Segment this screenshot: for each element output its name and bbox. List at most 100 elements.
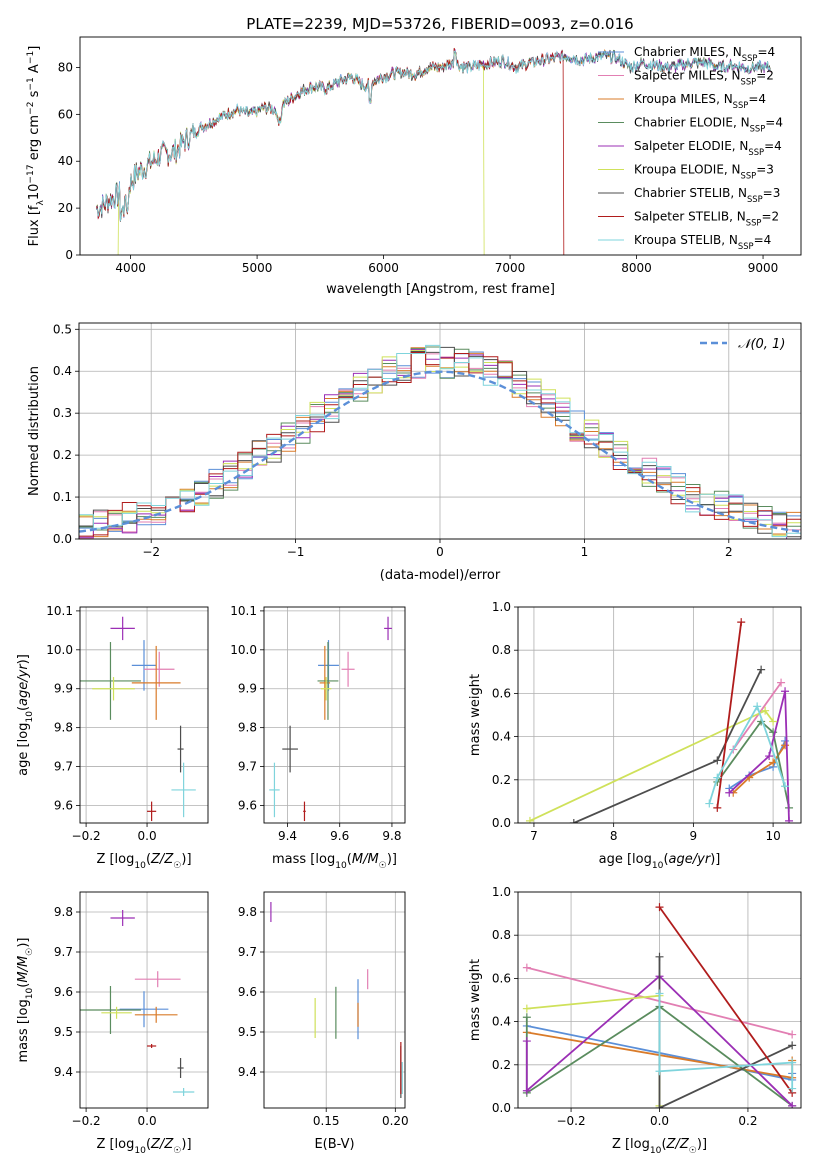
weight-marker (525, 816, 534, 823)
weight-marker (788, 1030, 797, 1039)
axes-frame (263, 606, 406, 824)
y-tick-label: 9.5 (238, 1025, 257, 1039)
weight-marker (769, 758, 778, 767)
weight-marker (781, 687, 790, 696)
y-tick-label: 0.4 (492, 730, 511, 744)
x-tick-label: 0.0 (138, 1114, 157, 1128)
errorbar-point-3 (80, 642, 141, 720)
weight-series-8 (655, 989, 797, 1093)
x-tick-label: 7 (530, 829, 538, 843)
x-axis-label: Z [log10(Z/Z☉)] (612, 1137, 707, 1156)
y-tick-label: 0 (65, 248, 73, 262)
x-tick-label: 0.20 (382, 1114, 409, 1128)
errorbar-point-7 (147, 801, 157, 822)
y-tick-label: 9.6 (54, 985, 73, 999)
weight-series-5 (525, 706, 778, 823)
axes-frame (79, 36, 802, 256)
y-tick-label: 9.4 (54, 1065, 73, 1079)
y-tick-label: 9.7 (54, 945, 73, 959)
y-tick-label: 1.0 (492, 885, 511, 899)
y-tick-label: 9.6 (238, 985, 257, 999)
panel-spectrum: 4000 5000 6000 7000 8000 9000 0 20 40 60 80 wavelen… (26, 36, 802, 297)
weight-lines (522, 903, 797, 1108)
y-tick-label: 0.4 (53, 364, 72, 378)
y-tick-label: 0.6 (492, 686, 511, 700)
legend-entry: Salpeter MILES, NSSP=2 (634, 69, 774, 87)
y-tick-label: 20 (58, 201, 73, 215)
x-tick-label: 8000 (621, 261, 652, 275)
errorbar-point-8 (172, 1088, 195, 1096)
weight-marker (788, 1084, 797, 1093)
y-tick-label: 10.0 (230, 643, 257, 657)
errorbar-point-4 (384, 616, 392, 641)
x-tick-label: −0.2 (556, 1114, 585, 1128)
y-tick-label: 0.1 (53, 490, 72, 504)
x-tick-label: 9.4 (278, 829, 297, 843)
errorbar-point-7 (303, 801, 306, 822)
y-tick-label: 9.7 (54, 760, 73, 774)
weight-marker (655, 952, 664, 961)
weight-marker (522, 1037, 531, 1046)
axes-frame (263, 891, 406, 1109)
errorbar-point-8 (269, 762, 280, 818)
errorbar-point-3 (80, 986, 141, 1034)
x-axis-label: age [log10(age/yr)] (599, 852, 721, 871)
weight-marker (655, 989, 664, 998)
x-tick-label: 9.6 (330, 829, 349, 843)
errorbars (270, 902, 403, 1098)
y-tick-label: 0.0 (492, 816, 511, 830)
weight-marker (785, 816, 794, 823)
x-axis-label: mass [log10(M/M☉)] (272, 852, 397, 871)
panel-mass-vs-ebv: 0.15 0.20 9.4 9.5 9.6 9.7 9.8 E(B-V) (238, 891, 409, 1152)
legend-entry: Kroupa ELODIE, NSSP=3 (634, 163, 774, 181)
x-tick-label: 9.8 (382, 829, 401, 843)
x-axis-label: E(B-V) (314, 1137, 354, 1152)
errorbar-point-1 (341, 651, 355, 687)
weight-marker (705, 799, 714, 808)
x-axis-label: (data-model)/error (380, 568, 501, 583)
y-tick-label: 0.5 (53, 322, 72, 336)
y-tick-label: 9.6 (54, 798, 73, 812)
axes-frame (517, 606, 802, 824)
y-tick-label: 0.0 (492, 1101, 511, 1115)
errorbar-point-8 (171, 762, 196, 818)
panel-weight-vs-z: −0.2 0.0 0.2 0.0 0.2 0.4 0.6 0.8 1.0 Z [log10(Z/Z… (468, 885, 802, 1156)
errorbar-point-4 (110, 910, 135, 926)
legend-entry: 𝒩(0, 1) (738, 337, 785, 352)
legend-entry: Chabrier ELODIE, NSSP=4 (634, 116, 783, 134)
panel-age-vs-z: −0.2 0.0 9.6 9.7 9.8 9.9 10.0 10.1 Z [log10(Z/Z☉… (16, 604, 209, 871)
panel-mass-vs-z: −0.2 0.0 9.4 9.5 9.6 9.7 9.8 Z [log10(Z/Z☉)] mas… (16, 891, 209, 1156)
x-tick-label: 0.2 (738, 1114, 757, 1128)
weight-marker (522, 1013, 531, 1022)
weight-marker (713, 773, 722, 782)
weight-marker (781, 782, 790, 791)
weight-series-4 (725, 687, 794, 823)
errorbar-point-5 (101, 1006, 132, 1019)
weight-marker (522, 963, 531, 972)
y-tick-label: 9.4 (238, 1065, 257, 1079)
y-tick-label: 0.0 (53, 532, 72, 546)
x-tick-label: 1 (581, 545, 589, 559)
axes-frame (79, 606, 209, 824)
spectrum-series-8 (96, 50, 771, 222)
histogram-series-8 (79, 344, 801, 539)
weight-marker (788, 1101, 797, 1108)
spectrum-lines (96, 47, 771, 255)
panel-age-vs-mass: 9.4 9.6 9.8 9.6 9.7 9.8 9.9 10.0 10.1 mass [log10… (230, 604, 406, 871)
errorbar-point-4 (110, 616, 135, 641)
weight-marker (569, 819, 578, 823)
weight-marker (713, 756, 722, 765)
x-axis-label: wavelength [Angstrom, rest frame] (326, 282, 555, 297)
errorbar-point-1 (144, 651, 175, 687)
weight-marker (777, 678, 786, 687)
x-tick-label: 0 (436, 545, 444, 559)
errorbar-point-6 (177, 1058, 184, 1078)
legend-entry: Salpeter ELODIE, NSSP=4 (634, 139, 782, 157)
x-tick-label: −0.2 (72, 829, 101, 843)
errorbar-point-3 (317, 642, 339, 720)
y-tick-label: 9.8 (54, 905, 73, 919)
y-tick-label: 10.1 (46, 604, 73, 618)
errorbar-point-2 (131, 645, 181, 720)
y-tick-label: 0.2 (53, 448, 72, 462)
legend-entry: Kroupa MILES, NSSP=4 (634, 92, 766, 110)
